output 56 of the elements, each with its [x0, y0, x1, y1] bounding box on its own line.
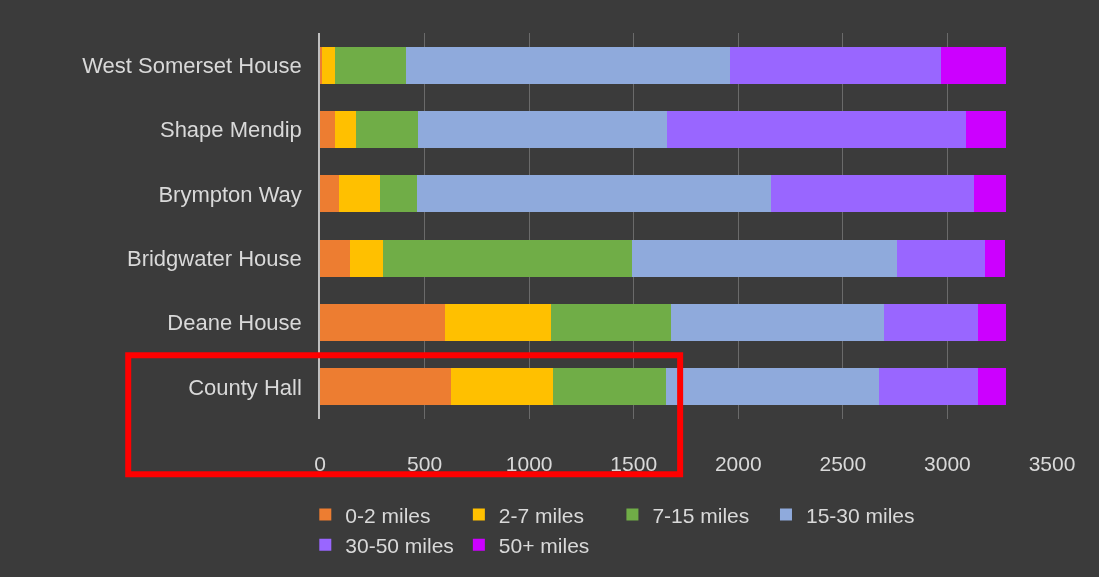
bar: [320, 368, 451, 406]
bar: [977, 368, 1006, 406]
bar: [382, 239, 632, 277]
bar: [350, 239, 383, 277]
bar: [334, 110, 356, 149]
x-tick-label: 1000: [505, 452, 553, 475]
bar: [729, 46, 942, 84]
y-tick-label: Deane House: [167, 310, 302, 336]
bar: [973, 175, 1006, 213]
bar: [355, 110, 419, 149]
legend-label: 50+ miles: [498, 533, 590, 557]
bar: [551, 303, 672, 342]
bar: [966, 110, 1006, 149]
bar: [553, 368, 667, 406]
bar: [338, 175, 380, 213]
legend-label: 7-15 miles: [652, 503, 750, 527]
x-tick-label: 2000: [714, 452, 762, 475]
x-tick-label: 1500: [610, 452, 658, 475]
x-tick-label: 3000: [924, 452, 971, 475]
bar: [977, 303, 1006, 342]
bar: [985, 239, 1005, 277]
bar: [667, 110, 967, 149]
bar: [379, 175, 418, 213]
bar: [450, 368, 554, 406]
bar: [320, 303, 446, 342]
legend-label: 2-7 miles: [498, 503, 585, 527]
y-tick-label: Shape Mendip: [159, 117, 302, 143]
x-tick-label: 2500: [819, 452, 867, 475]
bar: [405, 46, 730, 84]
legend-label: 30-50 miles: [345, 533, 454, 557]
legend-label: 0-2 miles: [345, 503, 431, 527]
bar: [320, 110, 335, 149]
bar: [334, 46, 406, 84]
bar: [941, 46, 1006, 84]
y-tick-label: County Hall: [188, 374, 302, 400]
bar: [320, 175, 339, 213]
y-tick-label: West Somerset House: [82, 52, 302, 78]
legend-label: 15-30 miles: [805, 503, 915, 527]
bar: [418, 110, 668, 149]
bar: [320, 239, 351, 277]
bar: [322, 46, 335, 84]
y-tick-label: Bridgwater House: [126, 245, 302, 271]
x-tick-label: 500: [407, 452, 443, 475]
x-tick-label: 0: [314, 452, 326, 475]
bar: [631, 239, 898, 277]
bar: [666, 368, 880, 406]
bar: [671, 303, 884, 342]
bar: [770, 175, 974, 213]
bar: [879, 368, 978, 406]
bar: [883, 303, 978, 342]
y-tick-label: Brympton Way: [158, 181, 302, 207]
bar: [417, 175, 771, 213]
x-tick-label: 3500: [1028, 452, 1076, 475]
bar: [897, 239, 986, 277]
bar: [320, 46, 323, 84]
bar: [445, 303, 552, 342]
